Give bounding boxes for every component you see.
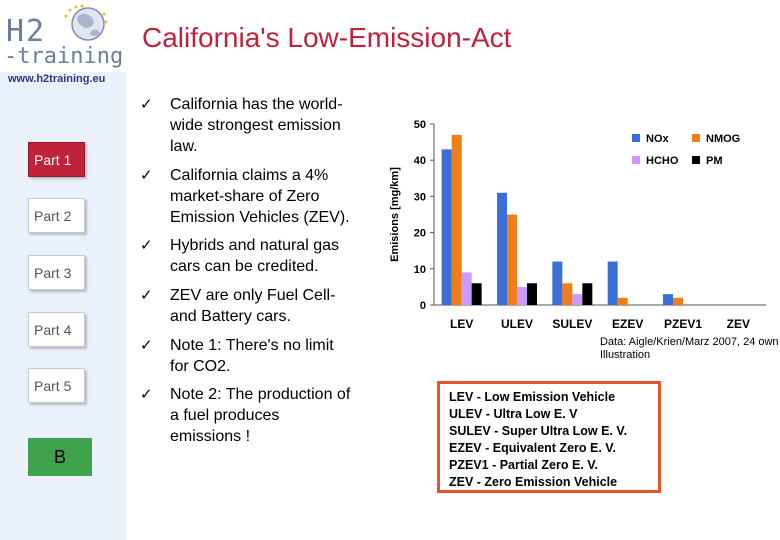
check-mark-icon: ✓ xyxy=(140,386,153,403)
abbreviation-line: LEV - Low Emission Vehicle xyxy=(449,390,616,404)
legend-swatch xyxy=(632,156,640,164)
check-mark-icon: ✓ xyxy=(140,287,153,304)
x-tick-label: SULEV xyxy=(552,317,592,331)
legend-label: NMOG xyxy=(706,133,740,145)
x-tick-label: ULEV xyxy=(501,317,533,331)
sidebar: H2 -training www.h2training.eu Part 1 Pa… xyxy=(0,0,126,540)
logo-h2-text: H2 xyxy=(6,14,47,49)
bar-hcho xyxy=(572,294,583,305)
bullet-line: Emission Vehicles (ZEV). xyxy=(170,209,350,226)
bullet-line: ZEV are only Fuel Cell- xyxy=(170,287,336,304)
part-5-button[interactable]: Part 5 xyxy=(28,368,85,403)
part-3-button[interactable]: Part 3 xyxy=(28,255,85,290)
x-tick-label: LEV xyxy=(450,317,473,331)
bar-nmog xyxy=(673,297,683,305)
legend-swatch xyxy=(692,134,700,142)
emissions-bar-chart: 0 10 20 30 40 50 Emisions [mg/km] LEV ULEV SULEV E… xyxy=(389,119,766,331)
part-4-button[interactable]: Part 4 xyxy=(28,312,85,347)
y-tick-label: 10 xyxy=(414,264,426,276)
bullet-item: ✓ Note 2: The production of a fuel produ… xyxy=(140,384,380,447)
abbreviation-line: ULEV - Ultra Low E. V xyxy=(449,407,578,421)
y-tick-label: 20 xyxy=(414,228,426,240)
bar-nox xyxy=(441,149,452,305)
abbreviation-line: ZEV - Zero Emission Vehicle xyxy=(449,475,618,489)
bullet-line: for CO2. xyxy=(170,358,231,375)
bullet-line: emissions ! xyxy=(170,428,251,445)
y-tick-label: 50 xyxy=(414,119,426,131)
check-mark-icon: ✓ xyxy=(140,167,153,184)
bar-nox xyxy=(607,261,618,305)
abbreviation-line: EZEV - Equivalent Zero E. V. xyxy=(449,441,616,455)
logo-training-text: -training xyxy=(4,44,124,69)
bullet-line: law. xyxy=(170,138,198,155)
bullet-line: wide strongest emission xyxy=(170,117,341,134)
bullet-line: California has the world- xyxy=(170,96,343,113)
bullet-line: Hybrids and natural gas xyxy=(170,237,339,254)
bar-pm xyxy=(582,283,593,305)
legend-swatch xyxy=(632,134,640,142)
bar-nox xyxy=(663,294,673,305)
bullet-list: ✓ California has the world- wide stronge… xyxy=(140,94,380,447)
legend-label: NOx xyxy=(646,133,670,145)
part-1-button[interactable]: Part 1 xyxy=(28,142,85,177)
check-mark-icon: ✓ xyxy=(140,237,153,254)
bullet-item: ✓ Hybrids and natural gas cars can be cr… xyxy=(140,235,380,277)
site-url: www.h2training.eu xyxy=(8,73,106,85)
x-tick-label: EZEV xyxy=(612,317,643,331)
check-mark-icon: ✓ xyxy=(140,337,153,354)
bar-nmog xyxy=(617,297,628,305)
abbreviation-line: PZEV1 - Partial Zero E. V. xyxy=(449,458,598,472)
b-button[interactable]: B xyxy=(28,438,92,476)
page-title: California's Low-Emission-Act xyxy=(142,22,512,53)
bullet-line: California claims a 4% xyxy=(170,167,329,184)
bullet-item: ✓ California claims a 4% market-share of… xyxy=(140,165,380,228)
bullet-line: Note 2: The production of xyxy=(170,386,351,403)
bar-hcho xyxy=(517,286,527,305)
bullet-item: ✓ California has the world- wide stronge… xyxy=(140,94,380,157)
bar-nox xyxy=(497,192,507,305)
data-source-note: Data: Aigle/Krien/Marz 2007, 24 own Illu… xyxy=(600,336,779,361)
legend-swatch xyxy=(692,156,700,164)
bar-pm xyxy=(471,283,482,305)
bar-nmog xyxy=(507,214,517,305)
x-tick-label: PZEV1 xyxy=(664,317,702,331)
y-tick-label: 0 xyxy=(420,300,426,312)
bullet-line: and Battery cars. xyxy=(170,308,291,325)
bullet-item: ✓ ZEV are only Fuel Cell- and Battery ca… xyxy=(140,285,380,327)
bullet-line: a fuel produces xyxy=(170,407,280,424)
bar-pm xyxy=(527,283,537,305)
abbreviations-box: LEV - Low Emission Vehicle ULEV - Ultra … xyxy=(437,381,661,493)
legend-label: HCHO xyxy=(646,155,679,167)
bullet-line: cars can be credited. xyxy=(170,258,319,275)
bullet-line: market-share of Zero xyxy=(170,188,320,205)
bar-nox xyxy=(552,261,563,305)
legend-label: PM xyxy=(706,155,723,167)
check-mark-icon: ✓ xyxy=(140,96,153,113)
bar-nmog xyxy=(562,283,573,305)
y-tick-label: 30 xyxy=(414,191,426,203)
globe-icon xyxy=(64,4,108,41)
logo: H2 -training xyxy=(0,0,126,72)
bar-nmog xyxy=(451,134,462,305)
x-tick-label: ZEV xyxy=(727,317,750,331)
part-2-button[interactable]: Part 2 xyxy=(28,198,85,233)
y-tick-label: 40 xyxy=(414,155,426,167)
abbreviation-line: SULEV - Super Ultra Low E. V. xyxy=(449,424,628,438)
y-axis-title: Emisions [mg/km] xyxy=(389,167,401,262)
bullet-item: ✓ Note 1: There's no limit for CO2. xyxy=(140,335,380,377)
bar-hcho xyxy=(461,272,472,305)
bullet-line: Note 1: There's no limit xyxy=(170,337,334,354)
